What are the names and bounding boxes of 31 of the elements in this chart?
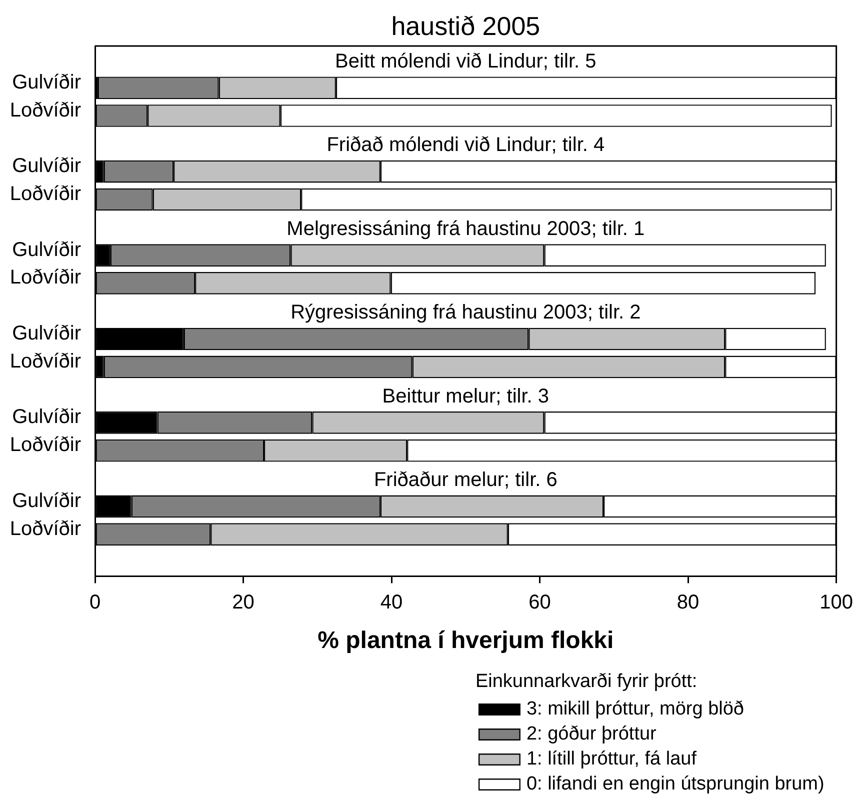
y-tick-label: Gulvíðir [12,490,82,512]
y-tick-label: Loðvíðir [10,99,82,122]
x-tick-label: 60 [528,592,551,614]
legend-label: 2: góður þróttur [526,724,658,745]
x-tick-label: 40 [380,592,403,614]
x-tick-label: 80 [676,592,700,614]
x-axis-title: % plantna í hverjum flokki [318,627,614,654]
annotation: Beitt mólendi við Lindur; tilr. 5 [335,50,596,72]
legend-label: 0: lifandi en engin útsprungin brum) [526,774,824,795]
y-tick-label: Gulvíðir [12,155,82,178]
x-tick-label: 100 [820,592,854,614]
y-tick-label: Loðvíðir [10,182,82,205]
legend-title: Einkunnarkvarði fyrir þrótt: [475,671,698,692]
y-tick-label: Gulvíðir [12,238,82,261]
legend-label: 1: lítill þróttur, fá lauf [526,748,698,770]
y-tick-label: Gulvíðir [12,71,82,94]
y-tick-label: Loðvíðir [10,266,82,289]
annotation: Friðað mólendi við Lindur; tilr. 4 [326,134,605,156]
x-tick-label: 20 [232,592,254,614]
y-tick-label: Gulvíðir [12,406,82,428]
annotation: Melgresissáning frá haustinu 2003; tilr. 1 [286,218,645,240]
chart-title: haustið 2005 [391,11,540,42]
y-tick-label: Loðvíðir [10,350,82,372]
x-tick-label: 0 [89,592,101,614]
y-tick-label: Loðvíðir [10,434,82,456]
annotation: Friðaður melur; tilr. 6 [374,469,558,492]
annotation: Rýgresissáning frá haustinu 2003; tilr. 2 [290,302,641,324]
annotation: Beittur melur; tilr. 3 [382,385,550,408]
y-tick-label: Gulvíðir [12,322,82,345]
y-tick-label: Loðvíðir [10,518,82,540]
legend-label: 3: mikill þróttur, mörg blöð [526,698,744,720]
